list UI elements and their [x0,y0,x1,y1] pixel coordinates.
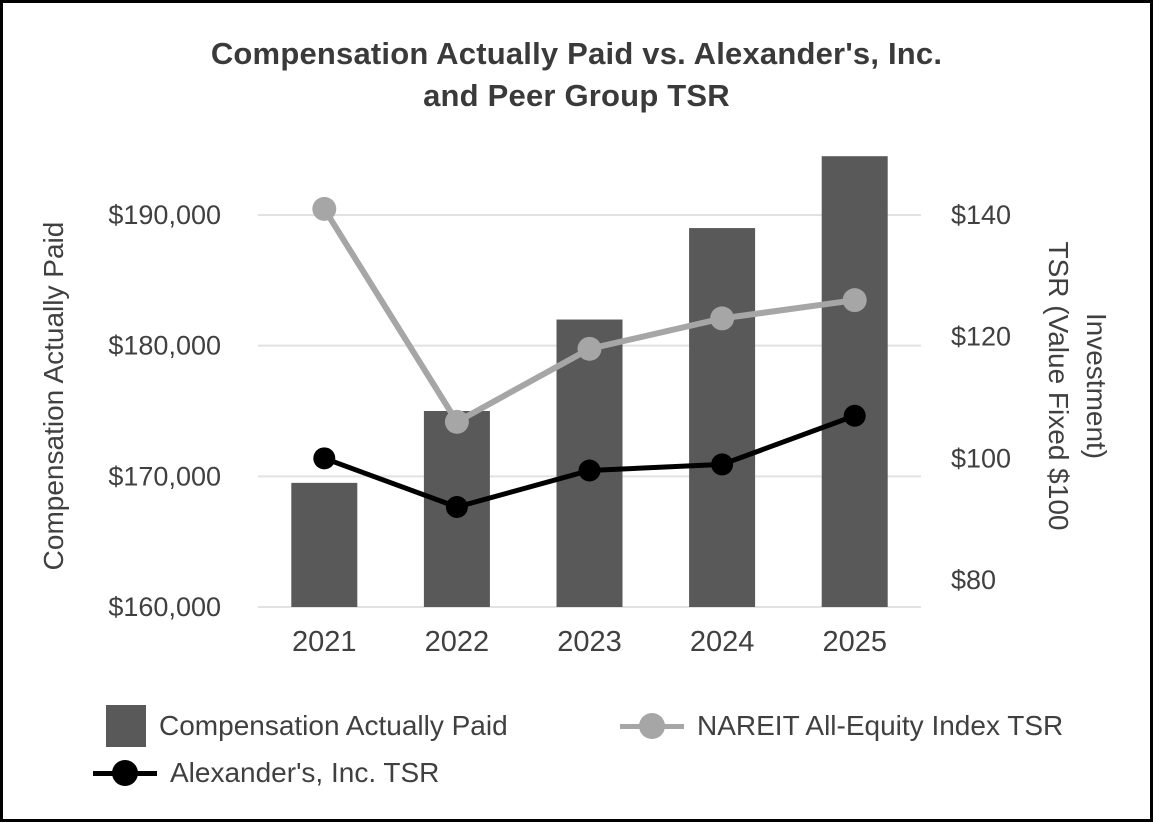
legend-item-nareit: NAREIT All-Equity Index TSR [620,703,1063,749]
right-axis-title-line2: Investment) [1081,313,1112,459]
legend-item-compensation: Compensation Actually Paid [106,703,508,749]
right-axis-title-line1: TSR (Value Fixed $100 [1043,242,1074,531]
bar-2021 [291,482,358,607]
line-marker-swatch-icon [620,711,684,741]
right-axis-tick: $80 [951,565,996,595]
left-axis-tick: $190,000 [108,200,221,230]
x-axis-label-2022: 2022 [425,626,490,658]
marker-alexanders-2023 [578,459,601,482]
plot-area: $160,000 $170,000 $180,000 $190,000 $80 $100 $… [38,156,1112,658]
marker-nareit-2023 [577,336,602,361]
marker-nareit-2021 [312,196,337,221]
legend-label-alexanders: Alexander's, Inc. TSR [170,757,440,788]
marker-alexanders-2025 [843,404,866,427]
marker-nareit-2025 [842,288,867,313]
marker-alexanders-2022 [445,496,468,518]
bar-2025 [821,156,888,607]
left-axis-tick: $170,000 [108,461,221,491]
right-axis-tick: $120 [951,322,1011,352]
x-axis-label-2023: 2023 [557,626,622,658]
line-marker-swatch-icon [93,758,157,788]
x-axis-label-2024: 2024 [690,626,755,658]
chart-title: Compensation Actually Paid vs. Alexander… [3,33,1150,117]
marker-alexanders-2021 [313,447,336,470]
left-axis-title: Compensation Actually Paid [38,222,69,571]
left-axis-tick: $180,000 [108,331,221,361]
right-axis-tick: $100 [951,443,1011,473]
x-axis-label-2025: 2025 [822,626,887,658]
marker-nareit-2022 [444,409,469,434]
left-axis-tick: $160,000 [108,592,221,622]
bar-swatch-icon [106,705,146,747]
chart-title-line1: Compensation Actually Paid vs. Alexander… [210,36,943,71]
bar-2024 [689,228,756,608]
chart-title-line2: and Peer Group TSR [423,77,730,113]
marker-alexanders-2024 [711,453,734,476]
marker-nareit-2024 [710,306,735,331]
right-axis-tick: $140 [951,200,1011,230]
legend-item-alexanders: Alexander's, Inc. TSR [93,750,439,796]
legend-label-nareit: NAREIT All-Equity Index TSR [697,710,1064,741]
x-axis-label-2021: 2021 [292,626,357,658]
legend-label-compensation: Compensation Actually Paid [159,710,508,741]
